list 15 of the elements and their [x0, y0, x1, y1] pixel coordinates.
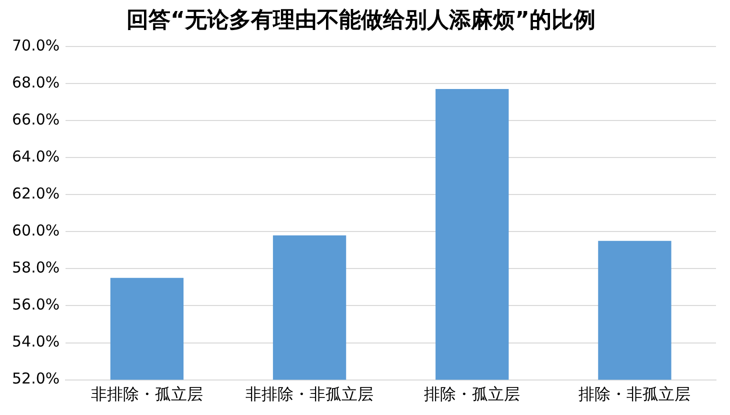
y-tick-label: 54.0%: [12, 332, 60, 351]
y-tick-label: 64.0%: [12, 147, 60, 166]
x-tick-label: 排除・非孤立层: [578, 384, 691, 404]
y-tick-label: 52.0%: [12, 370, 60, 388]
y-tick-label: 68.0%: [12, 73, 60, 92]
x-tick-label: 排除・孤立层: [424, 384, 520, 404]
chart-title: 回答“无论多有理由不能做给别人添麻烦”的比例: [126, 6, 596, 33]
y-tick-label: 62.0%: [12, 184, 60, 202]
y-tick-label: 66.0%: [12, 110, 60, 128]
x-tick-label: 非排除・孤立层: [90, 384, 203, 404]
y-tick-label: 58.0%: [12, 258, 60, 277]
y-tick-label: 56.0%: [12, 296, 60, 314]
y-tick-label: 60.0%: [12, 222, 60, 240]
y-tick-label: 70.0%: [12, 36, 60, 54]
x-tick-label: 非排除・非孤立层: [246, 384, 374, 404]
